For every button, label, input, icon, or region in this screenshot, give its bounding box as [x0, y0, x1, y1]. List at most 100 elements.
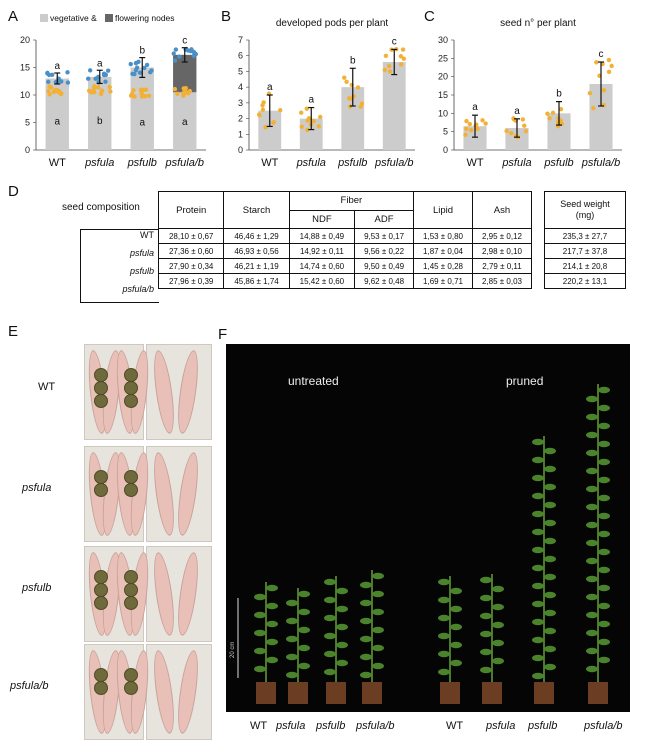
data-point [504, 128, 509, 134]
bar-vegetative [130, 92, 154, 150]
data-point-flowering [105, 68, 111, 73]
leaf [586, 647, 598, 655]
y-tick-label: 15 [20, 63, 30, 73]
data-point-vegetative [48, 85, 54, 90]
leaf [438, 632, 450, 640]
leaf [598, 458, 610, 466]
data-point [386, 63, 392, 69]
leaf [598, 638, 610, 646]
data-point [464, 118, 469, 124]
leaf [598, 566, 610, 574]
data-point [591, 105, 596, 111]
leaf [266, 638, 278, 646]
label-untreated: untreated [288, 374, 339, 388]
pot [288, 682, 308, 704]
x-tick-label: psfula/b [581, 157, 621, 169]
leaf [324, 632, 336, 640]
letter: c [392, 36, 397, 47]
composition-table: Protein Starch Fiber Lipid Ash NDF ADF 2… [157, 191, 533, 289]
data-point [261, 100, 266, 105]
leaf [598, 512, 610, 520]
leaf [438, 614, 450, 622]
leaf [598, 548, 610, 556]
letter: a [308, 95, 314, 106]
data-point [383, 53, 389, 59]
f-label-wt-1: WT [250, 720, 268, 732]
letter-bottom: a [182, 117, 188, 128]
letter: b [350, 55, 356, 66]
leaf [544, 465, 556, 473]
y-tick-label: 10 [20, 90, 30, 100]
plant-photo: untreated pruned 20 cm [226, 344, 630, 712]
seed [94, 470, 108, 484]
leaf [492, 603, 504, 611]
data-point [522, 123, 527, 128]
chart-b: 0 1 2 3 4 5 6 7 WT a psfula a psfulb b psfula/b cdevelo… [238, 18, 415, 169]
leaf [254, 593, 266, 601]
f-label-psfulb-2: psfulb [528, 720, 558, 732]
data-point [601, 102, 606, 108]
data-point [344, 79, 349, 85]
pot [440, 682, 460, 704]
header-fiber: Fiber [288, 191, 415, 211]
leaf [372, 590, 384, 598]
letter-top: a [97, 58, 103, 69]
letter-top: b [139, 46, 145, 57]
data-point-flowering [86, 76, 91, 81]
data-point-flowering [133, 67, 139, 73]
y-tick-label: 6 [238, 51, 243, 61]
chart-title: seed n° per plant [500, 18, 576, 29]
cell: 9,50 ± 0,49 [354, 258, 415, 274]
x-tick-label: psfula [296, 157, 326, 169]
seed [94, 381, 108, 395]
data-point-flowering [172, 58, 178, 63]
data-point [550, 110, 556, 115]
data-point [606, 57, 612, 63]
leaf [372, 626, 384, 634]
cell: 1,87 ± 0,04 [413, 243, 473, 259]
data-point [545, 111, 550, 116]
table-row: 27,90 ± 0,34 46,21 ± 1,19 14,74 ± 0,60 9… [157, 258, 533, 274]
leaf [254, 647, 266, 655]
data-point [311, 118, 316, 124]
data-point-vegetative [182, 90, 188, 95]
cell: 14,74 ± 0,60 [288, 258, 356, 274]
leaf [286, 671, 298, 679]
cell: 2,95 ± 0,12 [471, 228, 533, 244]
leaf [586, 521, 598, 529]
e-label-psfula: psfula [22, 482, 52, 494]
leaf [532, 582, 544, 590]
header-protein: Protein [157, 191, 225, 229]
data-point [271, 119, 276, 125]
data-point-vegetative [90, 88, 96, 94]
seed [124, 596, 138, 610]
data-point [256, 112, 262, 117]
cell: 220,2 ± 13,1 [544, 273, 626, 289]
leaf [254, 629, 266, 637]
data-point-flowering [132, 71, 137, 77]
data-point [463, 132, 468, 138]
data-point-flowering [45, 70, 50, 76]
data-point-vegetative [175, 91, 180, 97]
x-tick-label: psfulb [543, 157, 573, 169]
leaf [532, 528, 544, 536]
leaf [598, 476, 610, 484]
panel-letter-e: E [8, 323, 19, 340]
table-row: 27,36 ± 0,60 46,93 ± 0,56 14,92 ± 0,11 9… [157, 243, 533, 259]
leaf [480, 666, 492, 674]
leaf [480, 612, 492, 620]
cell: 14,92 ± 0,11 [288, 243, 356, 259]
y-tick-label: 20 [20, 35, 30, 45]
letter: a [267, 82, 273, 93]
bar [463, 126, 487, 150]
leaf [532, 600, 544, 608]
leaf [532, 474, 544, 482]
row-label-box [80, 229, 159, 303]
data-point [347, 96, 352, 101]
data-point-vegetative [183, 86, 189, 91]
leaf [286, 653, 298, 661]
leaf [372, 572, 384, 580]
y-tick-label: 0 [238, 145, 243, 155]
cell: 46,21 ± 1,19 [223, 258, 290, 274]
leaf [480, 648, 492, 656]
